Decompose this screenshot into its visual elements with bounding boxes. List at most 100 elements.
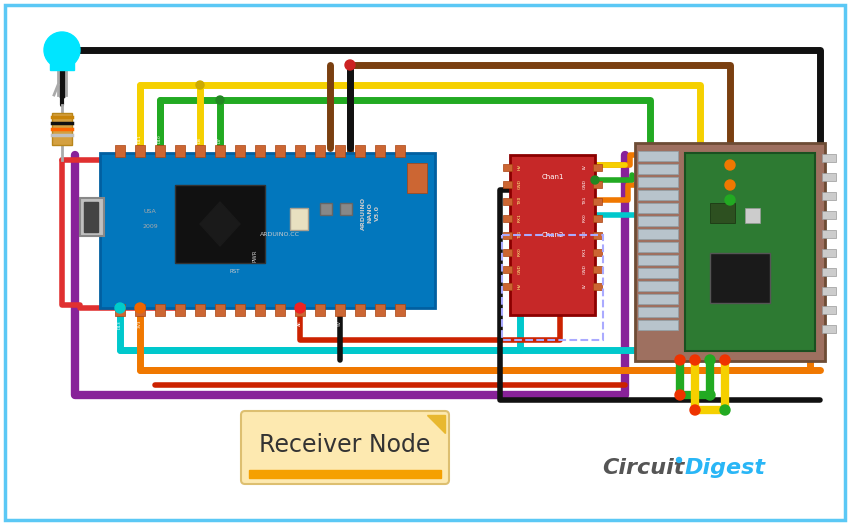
Text: A7: A7 — [318, 320, 322, 326]
Circle shape — [725, 195, 735, 205]
Bar — [593, 249, 602, 256]
Bar — [503, 198, 512, 205]
Text: REF: REF — [158, 320, 162, 328]
Circle shape — [345, 60, 355, 70]
Circle shape — [705, 355, 715, 365]
Bar — [638, 281, 678, 291]
Bar — [593, 266, 602, 273]
Text: TX1: TX1 — [518, 231, 522, 239]
Text: Receiver Node: Receiver Node — [259, 433, 431, 457]
Bar — [593, 215, 602, 222]
Bar — [593, 283, 602, 290]
Bar — [355, 145, 365, 157]
Bar — [335, 145, 345, 157]
Text: A1: A1 — [198, 320, 202, 326]
Text: D8: D8 — [198, 137, 202, 143]
Text: GND: GND — [583, 179, 587, 189]
Bar — [822, 249, 836, 257]
Text: A4: A4 — [258, 320, 262, 326]
Bar — [503, 266, 512, 273]
Bar — [275, 145, 285, 157]
Text: D10: D10 — [158, 134, 162, 143]
Text: A3: A3 — [238, 320, 242, 326]
Bar — [52, 113, 72, 145]
Bar — [638, 203, 678, 213]
Text: A0: A0 — [178, 320, 182, 326]
Bar — [275, 304, 285, 316]
Text: A2: A2 — [218, 320, 222, 326]
Text: D4: D4 — [278, 137, 282, 143]
Bar — [320, 203, 332, 215]
Text: 5V: 5V — [338, 320, 342, 326]
Circle shape — [675, 355, 685, 365]
Bar — [822, 211, 836, 219]
Bar — [635, 143, 825, 361]
Text: TX1: TX1 — [583, 197, 587, 205]
Bar — [593, 232, 602, 239]
Bar — [638, 177, 678, 187]
Bar — [503, 283, 512, 290]
Bar — [822, 230, 836, 238]
Text: HV: HV — [518, 164, 522, 170]
Bar — [80, 198, 104, 236]
Bar — [175, 304, 185, 316]
FancyBboxPatch shape — [241, 411, 449, 484]
Bar — [340, 203, 352, 215]
Bar — [100, 153, 435, 308]
Circle shape — [705, 390, 715, 400]
Text: HV: HV — [518, 283, 522, 289]
Bar — [50, 60, 74, 70]
Circle shape — [720, 355, 730, 365]
Bar — [510, 155, 595, 315]
Bar — [295, 304, 305, 316]
Circle shape — [295, 303, 305, 313]
Bar — [822, 192, 836, 200]
Bar — [710, 253, 770, 303]
Bar — [593, 198, 602, 205]
Text: GND: GND — [583, 264, 587, 274]
Bar — [375, 145, 385, 157]
Bar — [195, 304, 205, 316]
Circle shape — [677, 457, 682, 463]
Circle shape — [675, 390, 685, 400]
Bar — [638, 294, 678, 304]
Bar — [295, 145, 305, 157]
Text: LV: LV — [583, 164, 587, 170]
Bar — [822, 325, 836, 333]
Bar — [638, 242, 678, 252]
Text: USA: USA — [144, 209, 156, 214]
Bar — [315, 145, 325, 157]
Bar — [502, 235, 603, 340]
Text: LV: LV — [583, 284, 587, 288]
Text: RX0: RX0 — [518, 248, 522, 256]
Bar — [215, 304, 225, 316]
Text: TX1: TX1 — [398, 134, 402, 143]
Bar — [638, 307, 678, 317]
Text: GND: GND — [378, 320, 382, 330]
Circle shape — [216, 96, 224, 104]
Text: D13: D13 — [118, 320, 122, 329]
Text: D6: D6 — [238, 137, 242, 143]
Bar — [822, 287, 836, 295]
Circle shape — [690, 355, 700, 365]
Bar — [638, 151, 678, 161]
Bar — [503, 232, 512, 239]
Text: Digest: Digest — [685, 458, 766, 478]
Text: 3V3: 3V3 — [138, 320, 142, 329]
Bar — [822, 154, 836, 162]
Text: D2: D2 — [318, 137, 322, 143]
Text: GND: GND — [338, 133, 342, 143]
Bar — [155, 304, 165, 316]
Bar — [822, 306, 836, 314]
Circle shape — [135, 303, 145, 313]
Bar — [638, 229, 678, 239]
Text: D5: D5 — [258, 137, 262, 143]
Text: GND: GND — [518, 179, 522, 189]
Text: RST: RST — [230, 269, 241, 274]
Bar — [215, 145, 225, 157]
Text: D7: D7 — [218, 137, 222, 143]
Bar — [255, 304, 265, 316]
Bar — [638, 320, 678, 330]
Circle shape — [196, 81, 204, 89]
Bar — [135, 145, 145, 157]
